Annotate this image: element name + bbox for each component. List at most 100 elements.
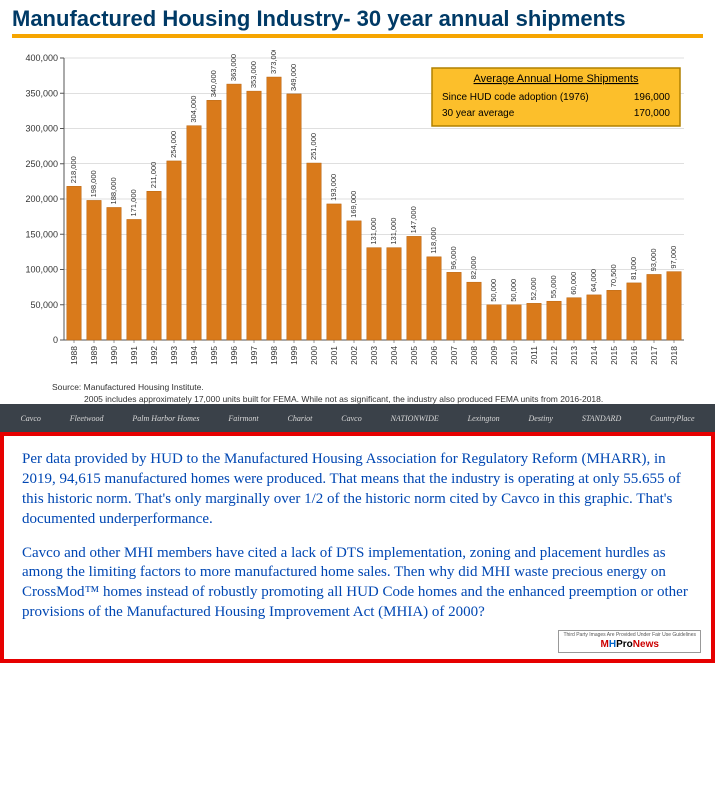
y-tick-label: 250,000 [25,159,58,169]
x-tick-label: 2018 [669,346,679,365]
x-tick-label: 2016 [629,346,639,365]
bar-value-label: 218,000 [69,156,78,183]
bar-value-label: 198,000 [89,170,98,197]
bar-chart: 050,000100,000150,000200,000250,000300,0… [16,50,696,380]
bar-value-label: 211,000 [149,162,158,189]
bar [67,186,81,340]
brand-logo: CountryPlace [650,414,694,423]
brand-logo: STANDARD [582,414,621,423]
title-rule [12,34,703,38]
x-tick-label: 1993 [169,346,179,365]
source-line-2: 2005 includes approximately 17,000 units… [16,392,699,404]
bar [547,301,561,340]
bar [107,207,121,340]
brand-logo: Palm Harbor Homes [132,414,199,423]
bar [227,84,241,340]
bar [167,161,181,340]
page-title: Manufactured Housing Industry- 30 year a… [12,6,703,32]
bar [427,257,441,340]
brand-logo: Fairmont [228,414,258,423]
x-tick-label: 1997 [249,346,259,365]
logo-pro: Pro [616,639,633,650]
x-tick-label: 2007 [449,346,459,365]
bar-value-label: 50,000 [489,279,498,302]
bar [507,305,521,340]
y-tick-label: 50,000 [30,300,58,310]
bar [567,298,581,340]
avg-row2-value: 170,000 [634,108,671,119]
brand-logo: NATIONWIDE [391,414,439,423]
x-tick-label: 1994 [189,346,199,365]
bar-value-label: 340,000 [209,70,218,97]
x-tick-label: 2001 [329,346,339,365]
bar-value-label: 353,000 [249,61,258,88]
bar [607,290,621,340]
y-tick-label: 0 [53,335,58,345]
x-tick-label: 2017 [649,346,659,365]
commentary-p2: Cavco and other MHI members have cited a… [22,544,693,623]
bar-value-label: 304,000 [189,96,198,123]
bar [127,219,141,340]
x-tick-label: 1991 [129,346,139,365]
y-tick-label: 150,000 [25,229,58,239]
bar-value-label: 50,000 [509,279,518,302]
bar [587,295,601,340]
x-tick-label: 2010 [509,346,519,365]
bar-value-label: 188,000 [109,177,118,204]
bar [347,221,361,340]
chart-container: 050,000100,000150,000200,000250,000300,0… [0,42,715,404]
bar [267,77,281,340]
bar-value-label: 131,000 [369,218,378,245]
x-tick-label: 2003 [369,346,379,365]
logo-news: News [633,639,659,650]
bar-value-label: 64,000 [589,269,598,292]
bar-value-label: 118,000 [429,227,438,254]
bar [447,272,461,340]
bar-value-label: 82,000 [469,256,478,279]
avg-row1-value: 196,000 [634,92,671,103]
bar [647,274,661,340]
bar [487,305,501,340]
bar-value-label: 251,000 [309,133,318,160]
bar [627,283,641,340]
brand-logo: Cavco [341,414,361,423]
bar-value-label: 169,000 [349,191,358,218]
x-tick-label: 1999 [289,346,299,365]
bar-value-label: 373,000 [269,50,278,74]
brand-logo: Destiny [529,414,553,423]
x-tick-label: 2011 [529,346,539,365]
x-tick-label: 2013 [569,346,579,365]
brand-logo: Cavco [20,414,40,423]
x-tick-label: 2004 [389,346,399,365]
x-tick-label: 2012 [549,346,559,365]
x-tick-label: 1990 [109,346,119,365]
y-tick-label: 200,000 [25,194,58,204]
avg-box-title: Average Annual Home Shipments [474,73,639,85]
x-tick-label: 2009 [489,346,499,365]
brand-logo: Fleetwood [70,414,104,423]
bar-value-label: 52,000 [529,277,538,300]
bar [367,248,381,340]
bar [187,126,201,340]
bar-value-label: 93,000 [649,248,658,271]
bar-value-label: 363,000 [229,54,238,81]
bar-value-label: 254,000 [169,131,178,158]
brand-logo: Chariot [288,414,313,423]
bar [147,191,161,340]
bar-value-label: 349,000 [289,64,298,91]
x-tick-label: 1988 [69,346,79,365]
y-tick-label: 300,000 [25,124,58,134]
bar [667,272,681,340]
x-tick-label: 1995 [209,346,219,365]
bar-value-label: 55,000 [549,275,558,298]
x-tick-label: 1989 [89,346,99,365]
bar-value-label: 81,000 [629,257,638,280]
title-bar: Manufactured Housing Industry- 30 year a… [0,0,715,42]
avg-row1-label: Since HUD code adoption (1976) [442,92,589,103]
bar [467,282,481,340]
bar [387,248,401,340]
x-tick-label: 2005 [409,346,419,365]
bar [407,236,421,340]
bar-value-label: 193,000 [329,174,338,201]
avg-row2-label: 30 year average [442,108,515,119]
